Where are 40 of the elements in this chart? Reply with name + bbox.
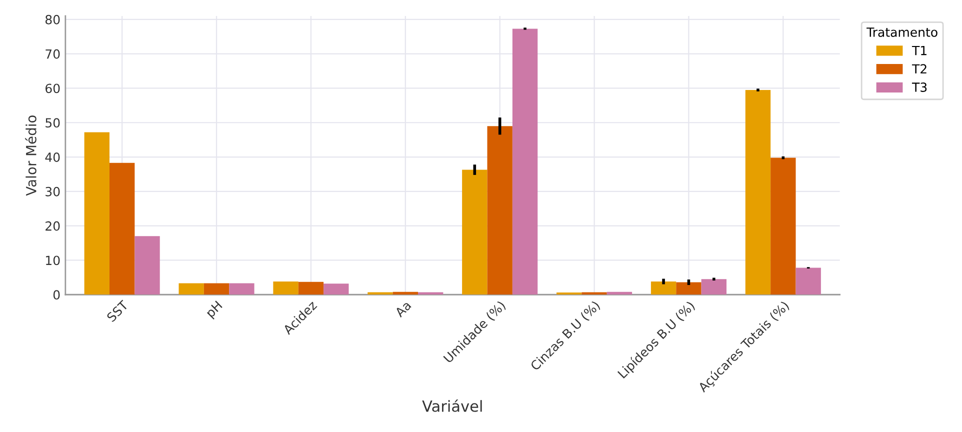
bar <box>796 268 821 295</box>
bar <box>701 279 726 295</box>
y-tick-label: 60 <box>46 84 60 94</box>
y-tick-label: 10 <box>46 256 60 266</box>
legend-label: T3 <box>912 82 927 92</box>
bar <box>462 170 488 295</box>
bar <box>324 284 349 295</box>
bar <box>84 132 110 295</box>
y-tick-label: 30 <box>46 186 60 196</box>
y-axis-title: Valor Médio <box>25 116 36 196</box>
bar <box>650 282 676 295</box>
bar <box>204 283 230 295</box>
y-tick-label: 20 <box>46 221 60 231</box>
x-axis-title: Variável <box>422 399 482 412</box>
bar <box>582 292 607 295</box>
legend-label: T2 <box>912 64 926 74</box>
bar <box>418 292 444 295</box>
bar <box>134 236 160 295</box>
bar <box>512 28 538 295</box>
bar <box>676 282 702 295</box>
bar <box>273 282 298 295</box>
bar <box>368 292 393 295</box>
bar <box>487 126 512 295</box>
bar <box>392 292 418 295</box>
bar <box>298 282 324 295</box>
legend-label: T1 <box>912 46 926 56</box>
bar <box>178 283 204 295</box>
x-tick-label: Aa <box>394 300 412 318</box>
y-tick-label: 40 <box>45 152 60 162</box>
bar <box>109 162 135 295</box>
bar <box>745 90 771 295</box>
bar <box>770 158 796 295</box>
bar <box>229 283 254 295</box>
y-tick-label: 0 <box>53 290 60 300</box>
bar <box>606 292 632 295</box>
legend-title: Tratamento <box>866 28 938 37</box>
y-tick-label: 80 <box>45 14 60 24</box>
y-tick-label: 70 <box>46 49 60 59</box>
x-tick-label: pH <box>205 300 224 320</box>
y-tick-label: 50 <box>46 118 60 128</box>
